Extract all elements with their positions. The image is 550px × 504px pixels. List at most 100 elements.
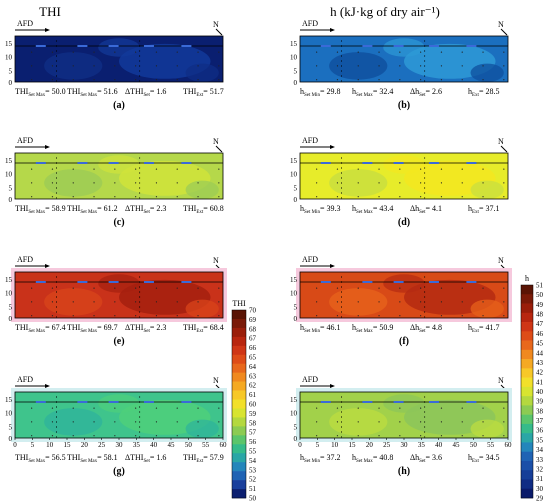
sensor-point: [155, 301, 158, 303]
stat-value: ΔhSet= 2.6: [410, 87, 442, 98]
sensor-point: [155, 168, 158, 170]
sensor-point: [357, 182, 359, 184]
sensor-point: [420, 182, 422, 184]
contour-region: [383, 155, 425, 174]
sensor-point: [51, 287, 54, 289]
sensor-point: [31, 407, 33, 409]
sensor-point: [378, 287, 380, 289]
sensor-point: [135, 287, 137, 289]
sensor-point: [176, 421, 178, 423]
colorbar-label: 65: [249, 354, 257, 362]
sensor-point: [197, 435, 199, 437]
sensor-point: [357, 421, 359, 423]
sensor-point: [440, 315, 443, 317]
sensor-point: [461, 65, 463, 67]
stat-value: THISet Max= 61.2: [67, 204, 118, 215]
stat-value: ΔTHISet= 1.6: [125, 453, 166, 464]
x-tick-label: 45: [453, 441, 461, 449]
panel-frame: [14, 35, 224, 83]
sensor-point: [72, 196, 74, 198]
x-tick-label: 20: [366, 441, 374, 449]
colorbar-label: 52: [249, 476, 257, 484]
x-tick-label: 10: [331, 441, 339, 449]
colorbar-swatch: [232, 453, 246, 463]
fan-marker: [108, 281, 119, 283]
colorbar-label: 60: [249, 401, 257, 409]
panel-caption: (a): [113, 100, 125, 111]
sensor-point: [399, 287, 401, 289]
colorbar-label: 50: [536, 291, 544, 299]
sensor-point: [316, 301, 318, 303]
sensor-point: [155, 65, 158, 67]
colorbar-label: 69: [249, 316, 257, 324]
colorbar-label: 54: [249, 457, 257, 465]
colorbar-swatch: [232, 489, 246, 499]
sensor-point: [31, 79, 33, 81]
colorbar-frame: [520, 284, 534, 499]
sensor-point: [482, 421, 484, 423]
colorbar-swatch: [232, 480, 246, 490]
panel-caption: (f): [399, 336, 409, 347]
sensor-point: [72, 421, 74, 423]
colorbar-swatch: [521, 285, 533, 295]
sensor-point: [336, 79, 339, 81]
sensor-point: [399, 51, 401, 53]
stat-value: THISet Max= 58.1: [67, 453, 118, 464]
sensor-point: [155, 315, 158, 317]
colorbar-swatch: [521, 479, 533, 490]
sensor-point: [503, 315, 505, 317]
x-tick-label: 45: [168, 441, 176, 449]
sensor-point: [114, 168, 116, 170]
colorbar-swatch: [521, 396, 533, 406]
north-label: N: [213, 256, 219, 265]
panel-caption: (g): [113, 466, 125, 477]
y-tick-label: 5: [9, 424, 13, 432]
stat-value: hSet Min= 39.3: [300, 204, 341, 215]
panel-caption: (h): [398, 466, 410, 477]
sensor-point: [316, 182, 318, 184]
y-tick-label: 15: [290, 396, 298, 404]
sensor-point: [503, 196, 505, 198]
sensor-point: [420, 196, 422, 198]
fan-marker: [428, 281, 439, 283]
sensor-point: [155, 182, 158, 184]
colorbar-label: 34: [536, 446, 544, 454]
sensor-point: [461, 407, 463, 409]
sensor-point: [461, 196, 463, 198]
sensor-point: [31, 65, 33, 67]
stat-value: THISet Max= 58.9: [15, 204, 66, 215]
y-tick-label: 15: [290, 276, 298, 284]
colorbar-label: 56: [249, 438, 257, 446]
sensor-point: [114, 301, 116, 303]
sensor-point: [420, 421, 422, 423]
colorbar-label: 61: [249, 391, 257, 399]
colorbar-swatch: [232, 408, 246, 418]
sensor-point: [93, 65, 95, 67]
colorbar-swatch: [521, 377, 533, 388]
x-tick-label: 60: [505, 441, 513, 449]
colorbar-swatch: [232, 345, 246, 356]
sensor-point: [135, 182, 137, 184]
sensor-point: [336, 421, 339, 423]
fan-marker: [393, 401, 404, 403]
north-label: N: [498, 256, 504, 265]
x-tick-label: 50: [470, 441, 478, 449]
sensor-point: [440, 79, 443, 81]
contour-region: [98, 155, 140, 174]
sensor-point: [482, 65, 484, 67]
sensor-point: [218, 65, 220, 67]
colorbar-label: 36: [536, 427, 544, 435]
sensor-point: [176, 407, 178, 409]
sensor-point: [503, 65, 505, 67]
y-tick-label: 0: [294, 315, 298, 323]
sensor-point: [399, 196, 401, 198]
north-label: N: [498, 20, 504, 29]
sensor-point: [218, 79, 220, 81]
sensor-point: [482, 182, 484, 184]
fan-marker: [362, 401, 373, 403]
sensor-point: [114, 421, 116, 423]
panel-frame: [299, 35, 509, 83]
x-tick-label: 50: [185, 441, 193, 449]
